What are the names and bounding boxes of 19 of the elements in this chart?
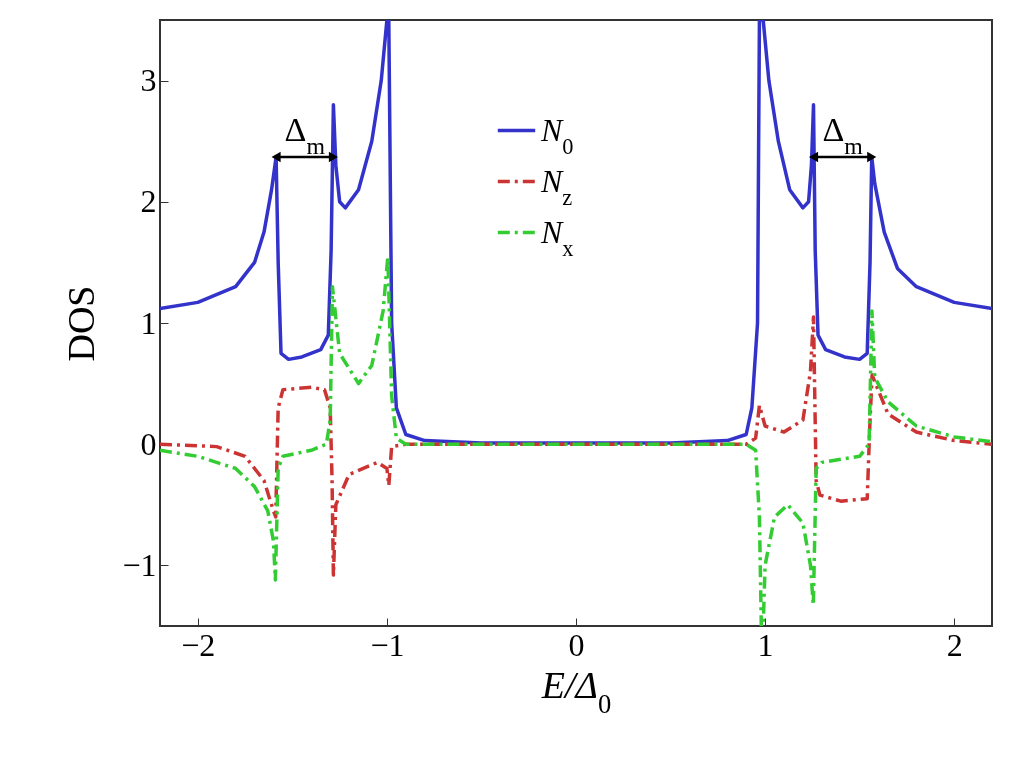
x-tick-label: 0 <box>568 626 585 663</box>
y-tick-label: 1 <box>140 304 157 341</box>
x-tick-label: 2 <box>946 626 963 663</box>
legend-label: N$_{0}$ <box>540 111 574 158</box>
y-tick-label: −1 <box>122 546 157 583</box>
legend-label: N$_{x}$ <box>540 213 574 260</box>
x-tick-label: −2 <box>181 626 216 663</box>
annotation: Δ$_{m}$ <box>284 110 326 159</box>
line-series <box>160 20 992 445</box>
line-series <box>160 315 992 577</box>
x-tick-label: −1 <box>370 626 405 663</box>
y-tick-label: 2 <box>140 183 157 220</box>
x-axis-title: E/Δ$_{0}$ <box>540 663 612 719</box>
x-tick-label: 1 <box>757 626 774 663</box>
annotation: Δ$_{m}$ <box>822 110 864 159</box>
y-axis-title: DOS <box>60 285 103 362</box>
y-tick-label: 0 <box>140 425 157 462</box>
legend-label: N$_{z}$ <box>540 162 573 209</box>
y-tick-label: 3 <box>140 62 157 99</box>
